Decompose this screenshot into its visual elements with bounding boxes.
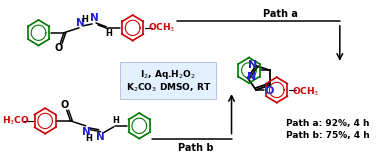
Text: N: N xyxy=(82,127,91,137)
Text: O: O xyxy=(61,100,69,110)
Text: O: O xyxy=(265,86,274,96)
Text: H: H xyxy=(105,29,112,38)
Text: Path b: Path b xyxy=(178,143,214,153)
Text: N: N xyxy=(248,60,257,70)
Text: H: H xyxy=(112,116,119,125)
Text: N: N xyxy=(76,18,84,28)
Text: OCH$_3$: OCH$_3$ xyxy=(148,22,175,34)
Text: I$_2$, Aq.H$_2$O$_2$: I$_2$, Aq.H$_2$O$_2$ xyxy=(141,68,197,81)
Text: OCH$_3$: OCH$_3$ xyxy=(292,86,319,98)
Text: H$_3$CO: H$_3$CO xyxy=(2,115,30,127)
Text: H: H xyxy=(81,15,88,24)
Text: N: N xyxy=(90,13,98,23)
Text: N: N xyxy=(247,72,256,82)
Text: O: O xyxy=(54,43,62,53)
Text: N: N xyxy=(96,132,105,142)
Text: H: H xyxy=(85,134,92,143)
Bar xyxy=(121,62,217,99)
Text: K$_2$CO$_3$ DMSO, RT: K$_2$CO$_3$ DMSO, RT xyxy=(126,81,211,94)
Text: Path b: 75%, 4 h: Path b: 75%, 4 h xyxy=(286,131,369,140)
Text: Path a: Path a xyxy=(263,9,298,19)
Text: Path a: 92%, 4 h: Path a: 92%, 4 h xyxy=(286,119,369,128)
